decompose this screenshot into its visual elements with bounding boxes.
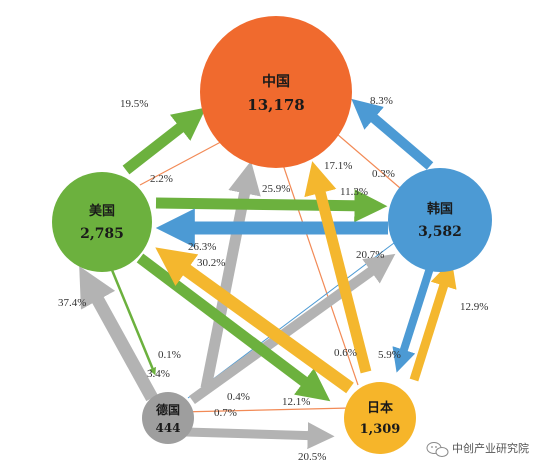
label-usa-to-germany-a: 0.1% <box>158 349 181 361</box>
label-korea-to-japan: 5.9% <box>378 349 401 361</box>
usa-circle <box>52 172 152 272</box>
usa-value: 2,785 <box>80 226 124 242</box>
korea-to-china-arrow <box>351 98 434 170</box>
label-japan-to-korea: 12.9% <box>460 301 488 313</box>
wechat-icon <box>426 442 449 457</box>
germany-japan-thin-line <box>179 407 351 413</box>
flow-labels: 19.5% 2.2% 8.3% 0.3% 17.1% 11.3% 25.9% 2… <box>58 95 488 463</box>
japan-to-usa-arrow <box>155 247 354 394</box>
node-germany: 德国 444 <box>142 392 194 444</box>
label-usa-to-japan: 12.1% <box>282 396 310 408</box>
germany-to-china-arrow <box>200 160 261 390</box>
label-usa-to-china: 19.5% <box>120 98 148 110</box>
usa-to-germany-arrow <box>110 269 156 376</box>
china-korea-thin-line <box>329 127 401 189</box>
japan-name: 日本 <box>367 400 393 416</box>
japan-value: 1,309 <box>360 422 401 437</box>
label-germany-to-china: 25.9% <box>262 183 290 195</box>
china-usa-thin-line <box>139 135 233 186</box>
korea-circle <box>388 168 492 272</box>
label-korea-usa-right: 20.7% <box>356 249 384 261</box>
korea-value: 3,582 <box>418 224 462 240</box>
germany-arrows <box>79 160 396 450</box>
japan-circle <box>344 382 416 454</box>
korea-arrows <box>155 98 434 373</box>
germany-to-usa-arrow <box>79 266 158 402</box>
label-china-to-usa: 2.2% <box>150 173 173 185</box>
japan-to-korea-arrow <box>409 259 457 382</box>
china-circle <box>200 16 352 168</box>
label-usa-korea-left: 26.3% <box>188 241 216 253</box>
china-value: 13,178 <box>247 96 304 114</box>
usa-to-china-arrow <box>122 107 207 175</box>
germany-name: 德国 <box>156 402 180 417</box>
watermark-text: 中创产业研究院 <box>452 441 529 455</box>
node-china: 中国 13,178 <box>200 16 352 168</box>
china-name: 中国 <box>262 73 290 90</box>
node-usa: 美国 2,785 <box>52 172 152 272</box>
watermark: 中创产业研究院 <box>426 441 529 457</box>
label-korea-to-china: 8.3% <box>370 95 393 107</box>
label-china-to-korea: 0.3% <box>372 168 395 180</box>
usa-name: 美国 <box>89 203 115 219</box>
label-china-to-japan: 0.6% <box>334 347 357 359</box>
label-germany-to-japan-a: 0.7% <box>214 407 237 419</box>
korea-to-japan-arrow <box>392 266 434 373</box>
label-japan-to-china: 17.1% <box>324 160 352 172</box>
label-japan-to-usa: 30.2% <box>197 257 225 269</box>
usa-to-korea-arrow <box>155 189 388 223</box>
node-japan: 日本 1,309 <box>344 382 416 454</box>
label-germany-to-korea: 0.4% <box>227 391 250 403</box>
germany-to-japan-arrow <box>185 422 335 450</box>
germany-to-korea-arrow <box>189 253 396 405</box>
label-korea-to-japan-upper: 11.3% <box>340 186 368 198</box>
germany-circle <box>142 392 194 444</box>
label-usa-to-germany-b: 3.4% <box>147 368 170 380</box>
label-germany-to-usa: 37.4% <box>58 297 86 309</box>
germany-value: 444 <box>155 421 180 435</box>
japan-to-china-arrow <box>304 161 372 374</box>
china-japan-thin-line <box>277 149 359 386</box>
label-germany-to-japan-b: 20.5% <box>298 451 326 463</box>
node-korea: 韩国 3,582 <box>388 168 492 272</box>
korea-name: 韩国 <box>427 201 453 217</box>
japan-arrows <box>155 161 457 394</box>
